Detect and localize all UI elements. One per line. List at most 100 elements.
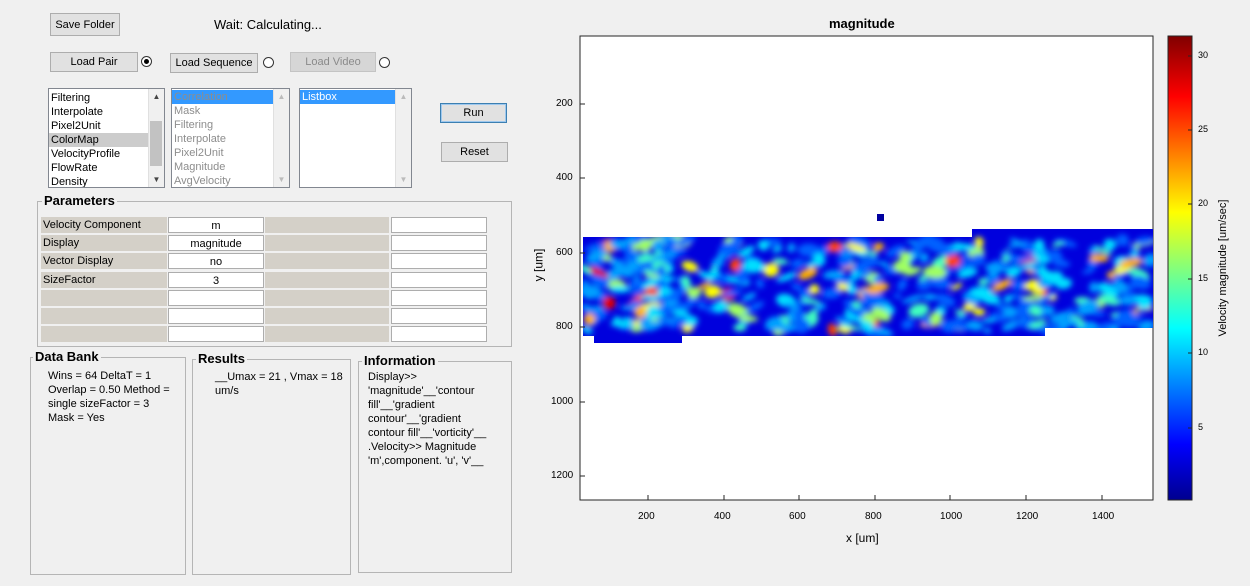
load-video-button[interactable]: Load Video <box>290 52 376 72</box>
list-item[interactable]: Mask <box>174 105 201 117</box>
param-value-field[interactable] <box>391 308 487 324</box>
field-blob <box>772 246 783 253</box>
plot-title: magnitude <box>829 16 895 31</box>
field-blob <box>1129 275 1151 290</box>
field-blob <box>808 309 818 317</box>
field-blob <box>854 272 872 279</box>
list-item[interactable]: AvgVelocity <box>174 175 231 187</box>
param-value-field[interactable] <box>168 326 264 343</box>
listbox-placeholder[interactable]: Listbox ▲ ▼ <box>299 88 412 188</box>
list-item[interactable]: Magnitude <box>174 161 226 173</box>
list-item[interactable]: Filtering <box>51 92 91 104</box>
operations-scrollbar[interactable]: ▲ ▼ <box>148 89 164 187</box>
field-blob <box>908 303 930 318</box>
save-folder-button[interactable]: Save Folder <box>50 13 120 36</box>
parameters-title: Parameters <box>42 193 117 208</box>
param-value-field[interactable] <box>391 217 487 233</box>
field-blob <box>602 254 612 262</box>
field-blob <box>872 242 885 252</box>
field-blob <box>990 312 1007 323</box>
field-blob <box>1033 239 1045 252</box>
scroll-up-icon[interactable]: ▲ <box>399 92 408 101</box>
load-pair-button[interactable]: Load Pair <box>50 52 138 72</box>
field-blob <box>1020 239 1033 253</box>
field-blob <box>643 269 653 275</box>
param-value-field[interactable]: m <box>168 217 264 233</box>
scroll-down-icon[interactable]: ▼ <box>399 175 408 184</box>
field-blob <box>667 250 677 257</box>
list-item[interactable]: Pixel2Unit <box>174 147 224 159</box>
field-blob <box>757 240 769 251</box>
field-blob <box>709 268 720 277</box>
field-blob <box>1116 234 1130 247</box>
scroll-down-icon[interactable]: ▼ <box>152 175 161 184</box>
results-text: __Umax = 21 , Vmax = 18 um/s <box>215 370 343 398</box>
run-button[interactable]: Run <box>440 103 507 123</box>
field-blob <box>1076 300 1100 316</box>
field-blob <box>878 261 891 268</box>
list-item[interactable]: Filtering <box>174 119 214 131</box>
load-sequence-button[interactable]: Load Sequence <box>170 53 258 73</box>
status-text: Wait: Calculating... <box>214 17 322 32</box>
field-blob <box>797 243 821 257</box>
field-blob <box>844 242 867 253</box>
load-pair-radio[interactable] <box>141 56 152 67</box>
reset-button[interactable]: Reset <box>441 142 508 162</box>
field-blob <box>953 260 977 272</box>
field-blob <box>862 292 873 304</box>
field-blob <box>893 293 902 300</box>
param-label <box>265 253 389 270</box>
param-value-field[interactable]: no <box>168 253 264 270</box>
field-blob <box>1049 311 1071 324</box>
param-value-field[interactable] <box>168 308 264 324</box>
scroll-up-icon[interactable]: ▲ <box>277 92 286 101</box>
colorbar-tick-label: 30 <box>1198 50 1209 60</box>
param-value-field[interactable] <box>391 271 487 288</box>
field-blob <box>1015 305 1030 318</box>
operations-listbox[interactable]: Filtering Interpolate Pixel2Unit ColorMap Ve… <box>48 88 165 188</box>
param-value-field[interactable] <box>391 326 487 343</box>
field-blob <box>590 275 610 288</box>
field-blob <box>1037 291 1056 304</box>
queue-listbox[interactable]: Correlation Mask Filtering Interpolate Pixel… <box>171 88 290 188</box>
listbox-scrollbar[interactable]: ▲ ▼ <box>395 89 411 187</box>
field-blob <box>899 251 912 263</box>
param-value-field[interactable]: magnitude <box>168 235 264 252</box>
load-video-radio[interactable] <box>379 57 390 68</box>
text-line: Display>> <box>368 371 417 383</box>
param-value-field[interactable] <box>391 253 487 270</box>
parameters-panel: Parameters <box>37 193 512 347</box>
scroll-up-icon[interactable]: ▲ <box>152 92 161 101</box>
field-blob <box>1051 241 1065 247</box>
load-sequence-radio[interactable] <box>263 57 274 68</box>
list-item[interactable]: Correlation <box>172 90 289 104</box>
field-blob <box>1128 245 1138 251</box>
field-blob <box>1054 238 1078 248</box>
list-item[interactable]: Pixel2Unit <box>51 120 101 132</box>
field-blob <box>867 251 879 256</box>
results-panel: Results <box>192 351 351 575</box>
list-item[interactable]: FlowRate <box>51 162 98 174</box>
list-item[interactable]: Listbox <box>300 90 411 104</box>
param-value-field[interactable]: 3 <box>168 271 264 288</box>
field-blob <box>929 312 943 325</box>
param-label <box>265 326 389 343</box>
param-value-field[interactable] <box>391 289 487 306</box>
field-blob <box>983 327 992 334</box>
list-item[interactable]: Interpolate <box>174 133 226 145</box>
field-blob <box>778 323 798 333</box>
field-blob <box>962 293 980 306</box>
field-blob <box>874 274 883 284</box>
param-value-field[interactable] <box>391 235 487 252</box>
list-item[interactable]: ColorMap <box>49 133 164 147</box>
scroll-down-icon[interactable]: ▼ <box>277 175 286 184</box>
list-item[interactable]: Interpolate <box>51 106 103 118</box>
list-item[interactable]: Density <box>51 176 88 188</box>
list-item[interactable]: VelocityProfile <box>51 148 121 160</box>
field-blob <box>827 323 837 337</box>
param-value-field[interactable] <box>168 289 264 306</box>
field-blob <box>1142 253 1153 267</box>
scroll-thumb[interactable] <box>150 121 162 166</box>
queue-scrollbar[interactable]: ▲ ▼ <box>273 89 289 187</box>
y-tick-label: 600 <box>556 247 573 258</box>
